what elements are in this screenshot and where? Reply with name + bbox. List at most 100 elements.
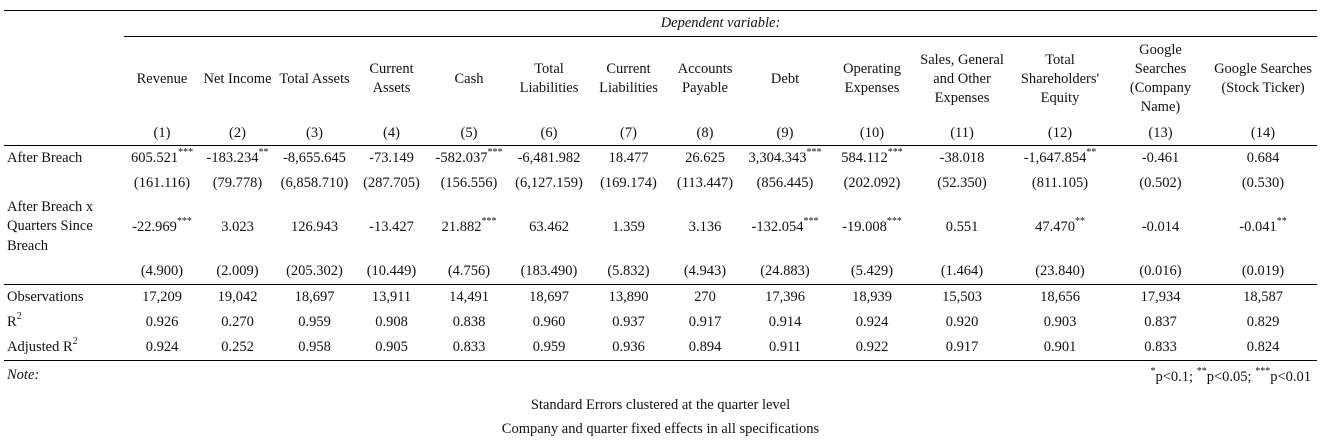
statistic-value: 0.959 — [298, 314, 331, 330]
coefficient-value: 47.470 — [1035, 218, 1075, 235]
coefficient-value: 21.882 — [441, 218, 482, 235]
statistic-value: 0.917 — [916, 335, 1008, 361]
statistic-value: 0.914 — [768, 314, 802, 330]
column-header: Cash — [429, 37, 509, 122]
column-number: (8) — [668, 121, 742, 146]
column-header: Accounts Payable — [668, 37, 742, 122]
column-header: Debt — [742, 37, 828, 122]
standard-error-cell: (161.116) — [133, 174, 191, 191]
statistic-value: 0.838 — [452, 314, 486, 330]
footnote-text: Company and quarter fixed effects in all… — [501, 420, 820, 437]
column-header-label: Cash — [454, 70, 484, 87]
coefficient-value: -73.149 — [369, 150, 414, 166]
column-header-label: Debt — [770, 70, 800, 87]
standard-error-cell: (4.943) — [668, 259, 742, 285]
standard-error-cell: (811.105) — [1031, 174, 1089, 191]
statistic-row: R2 0.926 0.270 0.959 0.908 0.838 0.960 0.937 0.9… — [4, 310, 1317, 335]
coefficient-value: 584.112 — [841, 150, 888, 166]
standard-error-cell: (5.429) — [828, 259, 916, 285]
significance-stars: ** — [1074, 215, 1085, 227]
statistic-value: 19,042 — [217, 289, 258, 305]
coefficient-cell: -6,481.982 — [509, 146, 589, 172]
column-header: Google Searches (Company Name) — [1112, 37, 1209, 122]
statistic-value: 0.837 — [1144, 314, 1177, 330]
statistic-value: 0.905 — [354, 335, 429, 361]
column-number: (5) — [429, 121, 509, 146]
standard-error-cell: (205.302) — [275, 259, 354, 285]
coefficient-cell: 0.551 — [916, 195, 1008, 259]
significance-threshold: p<0.1; — [1155, 368, 1197, 385]
standard-error-row: (161.116) (79.778) (6,858.710) (287.705) (15… — [4, 171, 1317, 195]
coefficient-value: -1,647.854 — [1023, 150, 1087, 166]
dependent-variable-label: Dependent variable: — [124, 11, 1317, 37]
standard-error-cell: (1.464) — [916, 259, 1008, 285]
standard-error-cell: (2.009) — [200, 259, 275, 285]
statistic-value: 0.920 — [945, 314, 979, 330]
column-header: Total Liabilities — [509, 37, 589, 122]
column-header-label: Sales, General and Other Expenses — [920, 51, 1004, 106]
column-number: (9) — [742, 121, 828, 146]
coefficient-value: 0.551 — [945, 218, 979, 235]
standard-error-cell: (113.447) — [676, 174, 734, 191]
significance-stars: *** — [1255, 365, 1271, 377]
statistic-value: 0.894 — [668, 335, 742, 361]
statistic-label: Adjusted R2 — [4, 335, 124, 361]
coefficient-cell: 63.462 — [509, 195, 589, 259]
column-number: (13) — [1112, 121, 1209, 146]
column-header: Net Income — [200, 37, 275, 122]
standard-error-cell: (183.490) — [509, 259, 589, 285]
statistic-value: 13,911 — [371, 289, 412, 305]
column-header: Sales, General and Other Expenses — [916, 37, 1008, 122]
column-number: (3) — [275, 121, 354, 146]
column-header-label: Google Searches (Company Name) — [1129, 42, 1192, 115]
coefficient-cell: 26.625 — [668, 146, 742, 172]
significance-stars: *** — [806, 147, 822, 159]
significance-stars: *** — [886, 215, 902, 227]
significance-threshold: p<0.05; — [1206, 368, 1256, 385]
column-header: Total Assets — [275, 37, 354, 122]
standard-error-cell: (23.840) — [1008, 259, 1112, 285]
statistic-value: 18,587 — [1243, 289, 1283, 305]
column-number: (10) — [828, 121, 916, 146]
coefficient-value: 0.684 — [1246, 150, 1280, 166]
statistic-value: 0.901 — [1008, 335, 1112, 361]
column-header: Revenue — [124, 37, 200, 122]
coefficient-value: 3,304.343 — [748, 150, 807, 166]
column-header-label: Current Liabilities — [599, 61, 658, 96]
coefficient-value: -582.037 — [435, 150, 488, 166]
column-header-label: Total Assets — [279, 70, 350, 87]
coefficient-value: -19.008 — [842, 218, 887, 235]
coefficient-value: 63.462 — [529, 218, 569, 235]
coefficient-cell: 18.477 — [589, 146, 668, 172]
statistic-label-text: Adjusted R — [7, 339, 73, 355]
statistic-value: 15,503 — [942, 289, 982, 305]
statistic-value: 0.833 — [1112, 335, 1209, 361]
significance-stars: *** — [803, 215, 819, 227]
coefficient-value: 26.625 — [685, 150, 725, 166]
coefficient-value: -0.014 — [1141, 218, 1180, 235]
coefficient-cell: 605.521*** — [124, 146, 200, 172]
standard-error-cell: (856.445) — [756, 174, 814, 191]
statistic-label-superscript: 2 — [16, 311, 22, 323]
statistic-label: Observations — [4, 285, 124, 311]
coefficient-value: -22.969 — [132, 218, 177, 235]
column-header: Operating Expenses — [828, 37, 916, 122]
statistic-value: 0.922 — [828, 335, 916, 361]
column-header-row: Revenue Net Income Total Assets Current Ass… — [4, 37, 1317, 122]
standard-error-cell: (24.883) — [742, 259, 828, 285]
coefficient-value: 3.136 — [688, 218, 722, 235]
standard-error-cell: (0.019) — [1209, 259, 1317, 285]
column-header-label: Operating Expenses — [843, 61, 901, 96]
coefficient-cell: -13.427 — [354, 195, 429, 259]
column-header-label: Revenue — [136, 70, 188, 87]
coefficient-cell: 584.112*** — [828, 146, 916, 172]
column-number: (11) — [916, 121, 1008, 146]
coefficient-value: -38.018 — [939, 150, 985, 166]
column-header-label: Total Liabilities — [519, 61, 579, 96]
standard-error-cell: (0.016) — [1112, 259, 1209, 285]
note-row: Note: *p<0.1; **p<0.05; ***p<0.01 — [4, 361, 1317, 394]
coefficient-cell: -1,647.854** — [1008, 146, 1112, 172]
statistic-value: 0.937 — [612, 314, 645, 330]
row-label: After Breach x Quarters Since Breach — [7, 198, 94, 254]
statistic-value: 0.924 — [124, 335, 200, 361]
